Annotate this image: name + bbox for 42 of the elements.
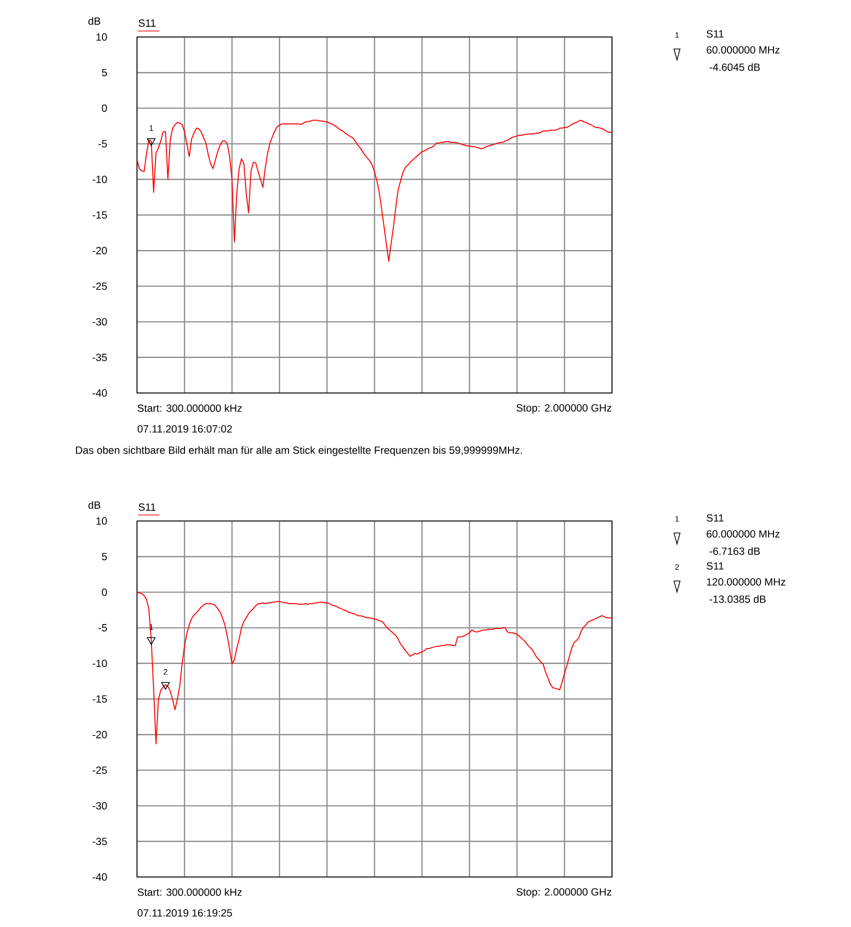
text: -6.7163 dB — [710, 547, 760, 555]
y-tick-label: -5 — [98, 140, 107, 148]
text: S11 — [706, 514, 724, 522]
text: S11 — [706, 30, 724, 38]
text: -4.6045 dB — [710, 63, 760, 71]
y-tick-label: 0 — [102, 104, 107, 112]
y-tick-label: -25 — [92, 282, 107, 290]
y-tick-label: 10 — [96, 33, 107, 41]
y-axis-title: dB — [88, 501, 100, 509]
chart-title: S11 — [138, 503, 156, 511]
text: Stop: 2.000000 GHz — [516, 888, 612, 898]
text: Stop: 2.000000 GHz — [516, 404, 612, 414]
text: Start: 300.000000 kHz — [138, 888, 242, 896]
y-tick-label: 0 — [102, 588, 107, 596]
y-tick-label: -5 — [98, 624, 107, 632]
text: 07.11.2019 16:07:02 — [138, 425, 232, 433]
y-tick-label: -40 — [92, 389, 107, 397]
text: 60.000000 MHz — [706, 530, 780, 538]
text: 120.000000 MHz — [707, 578, 786, 586]
y-tick-label: -25 — [92, 766, 107, 774]
text: S11 — [706, 562, 724, 570]
y-tick-label: -35 — [92, 838, 107, 846]
text: 07.11.2019 16:19:25 — [138, 909, 232, 917]
y-axis-title: dB — [88, 17, 100, 25]
y-tick-label: 5 — [102, 552, 107, 560]
y-tick-label: -30 — [92, 318, 107, 326]
y-tick-label: -30 — [92, 802, 107, 810]
text: 60.000000 MHz — [706, 46, 780, 54]
chart-title: S11 — [138, 19, 156, 27]
y-tick-label: -40 — [92, 873, 107, 881]
text: Start: 300.000000 kHz — [138, 404, 242, 412]
y-tick-label: -20 — [92, 246, 107, 254]
y-tick-label: -35 — [92, 354, 107, 362]
y-tick-label: -10 — [92, 176, 107, 184]
y-tick-label: -15 — [92, 211, 107, 219]
y-tick-label: 5 — [102, 68, 107, 76]
y-tick-label: 10 — [96, 517, 107, 525]
text: Das oben sichtbare Bild erhält man für alle am Stick eingestellte Frequenzen bis 59,999999MHz. — [76, 446, 522, 456]
text: -13.0385 dB — [710, 595, 766, 603]
y-tick-label: -15 — [92, 695, 107, 703]
y-tick-label: -10 — [92, 660, 107, 668]
y-tick-label: -20 — [92, 730, 107, 738]
